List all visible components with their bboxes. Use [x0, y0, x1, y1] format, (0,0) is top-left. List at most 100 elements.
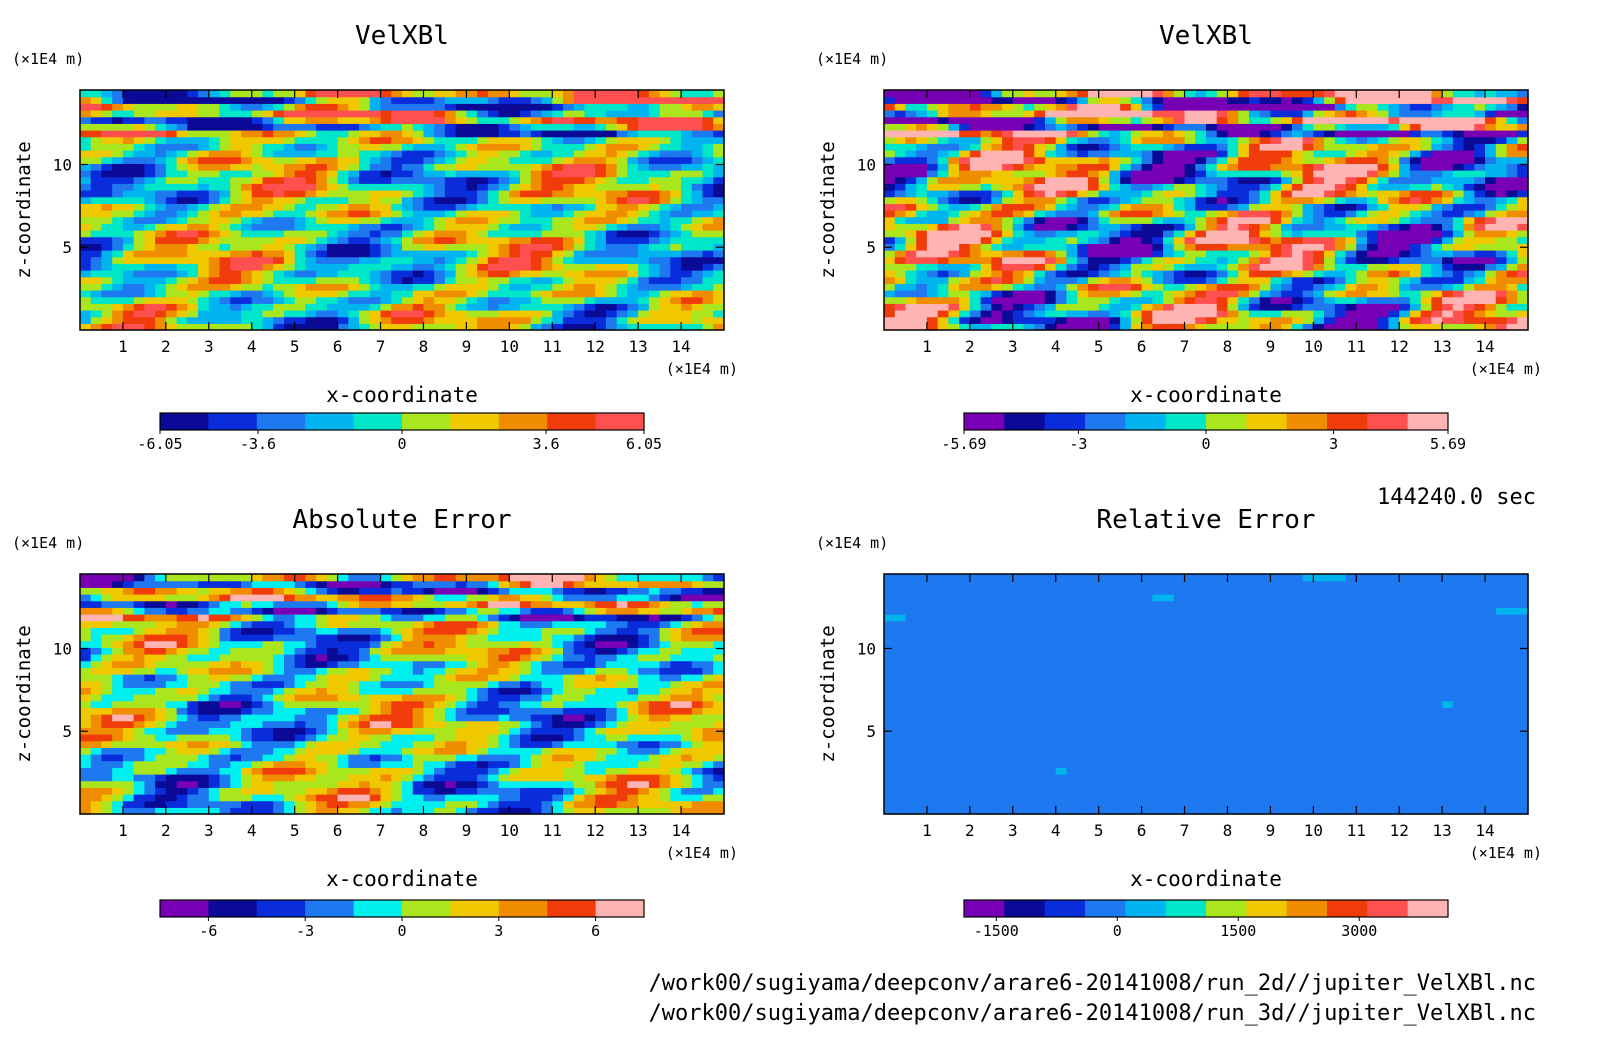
heatmap-cell: [198, 740, 210, 748]
heatmap-cell: [1130, 103, 1143, 111]
heatmap-cell: [165, 747, 178, 755]
heatmap-cell: [1377, 190, 1390, 198]
heatmap-cell: [552, 143, 564, 151]
heatmap-cell: [1098, 130, 1110, 138]
heatmap-cell: [1077, 190, 1089, 198]
heatmap-cell: [251, 103, 264, 111]
heatmap-cell: [1034, 216, 1046, 224]
heatmap-cell: [498, 310, 510, 318]
heatmap-cell: [1216, 323, 1229, 331]
heatmap-cell: [573, 303, 586, 311]
heatmap-cell: [380, 156, 392, 164]
heatmap-cell: [112, 700, 124, 708]
heatmap-cell: [230, 747, 242, 755]
heatmap-cell: [101, 707, 113, 715]
heatmap-cell: [1452, 196, 1465, 204]
heatmap-cell: [702, 250, 714, 258]
heatmap-cell: [198, 276, 210, 284]
heatmap-cell: [155, 787, 167, 795]
heatmap-cell: [894, 223, 907, 231]
heatmap-cell: [444, 323, 457, 331]
heatmap-cell: [1238, 296, 1250, 304]
heatmap-cell: [541, 163, 553, 171]
heatmap-cell: [702, 103, 714, 111]
heatmap-cell: [230, 96, 242, 104]
heatmap-cell: [294, 243, 306, 251]
heatmap-cell: [1141, 130, 1153, 138]
heatmap-cell: [359, 256, 371, 264]
heatmap-cell: [1248, 256, 1261, 264]
heatmap-cell: [90, 176, 103, 184]
heatmap-cell: [1517, 236, 1529, 244]
heatmap-cell: [1066, 316, 1078, 324]
heatmap-cell: [948, 303, 960, 311]
heatmap-cell: [402, 283, 414, 291]
heatmap-cell: [926, 283, 939, 291]
heatmap-cell: [520, 250, 532, 258]
heatmap-cell: [176, 747, 188, 755]
heatmap-cell: [926, 210, 939, 218]
heatmap-cell: [305, 183, 317, 191]
heatmap-cell: [133, 580, 145, 588]
heatmap-cell: [498, 223, 510, 231]
heatmap-cell: [208, 720, 221, 728]
heatmap-cell: [241, 150, 253, 158]
heatmap-cell: [1023, 110, 1035, 118]
heatmap-cell: [1474, 156, 1486, 164]
heatmap-cell: [241, 290, 253, 298]
heatmap-cell: [659, 110, 671, 118]
heatmap-cell: [884, 290, 896, 298]
heatmap-cell: [305, 130, 317, 138]
heatmap-cell: [477, 183, 489, 191]
heatmap-cell: [1485, 116, 1497, 124]
heatmap-cell: [1227, 123, 1239, 131]
heatmap-cell: [648, 216, 661, 224]
heatmap-cell: [1377, 170, 1390, 178]
heatmap-cell: [1184, 310, 1196, 318]
heatmap-cell: [659, 243, 671, 251]
heatmap-cell: [937, 196, 949, 204]
heatmap-cell: [1302, 236, 1314, 244]
heatmap-cell: [627, 190, 639, 198]
heatmap-cell: [90, 654, 103, 662]
heatmap-cell: [937, 150, 949, 158]
heatmap-cell: [477, 116, 489, 124]
heatmap-cell: [1120, 110, 1132, 118]
heatmap-cell: [520, 236, 532, 244]
heatmap-cell: [176, 283, 188, 291]
heatmap-cell: [959, 196, 971, 204]
heatmap-cell: [1055, 110, 1068, 118]
heatmap-cell: [133, 323, 145, 331]
heatmap-cell: [208, 323, 221, 331]
heatmap-cell: [391, 210, 403, 218]
heatmap-cell: [294, 150, 306, 158]
heatmap-cell: [1087, 316, 1100, 324]
heatmap-cell: [1334, 183, 1347, 191]
heatmap-cell: [959, 243, 971, 251]
heatmap-cell: [198, 600, 210, 608]
heatmap-cell: [1163, 143, 1175, 151]
heatmap-cell: [1506, 270, 1518, 278]
heatmap-cell: [1367, 323, 1379, 331]
heatmap-cell: [369, 316, 382, 324]
heatmap-cell: [905, 103, 917, 111]
heatmap-cell: [520, 190, 532, 198]
heatmap-cell: [208, 303, 221, 311]
heatmap-cell: [380, 123, 392, 131]
heatmap-cell: [1045, 263, 1057, 271]
heatmap-cell: [1002, 216, 1014, 224]
heatmap-cell: [648, 310, 661, 318]
heatmap-cell: [176, 714, 188, 722]
heatmap-cell: [1045, 323, 1057, 331]
heatmap-cell: [487, 163, 500, 171]
heatmap-cell: [477, 176, 489, 184]
heatmap-cell: [1238, 243, 1250, 251]
heatmap-cell: [702, 303, 714, 311]
heatmap-cell: [1012, 183, 1025, 191]
heatmap-cell: [348, 263, 360, 271]
heatmap-cell: [552, 110, 564, 118]
heatmap-cell: [1506, 196, 1518, 204]
heatmap-cell: [1184, 323, 1196, 331]
heatmap-cell: [1345, 210, 1357, 218]
heatmap-cell: [1238, 163, 1250, 171]
